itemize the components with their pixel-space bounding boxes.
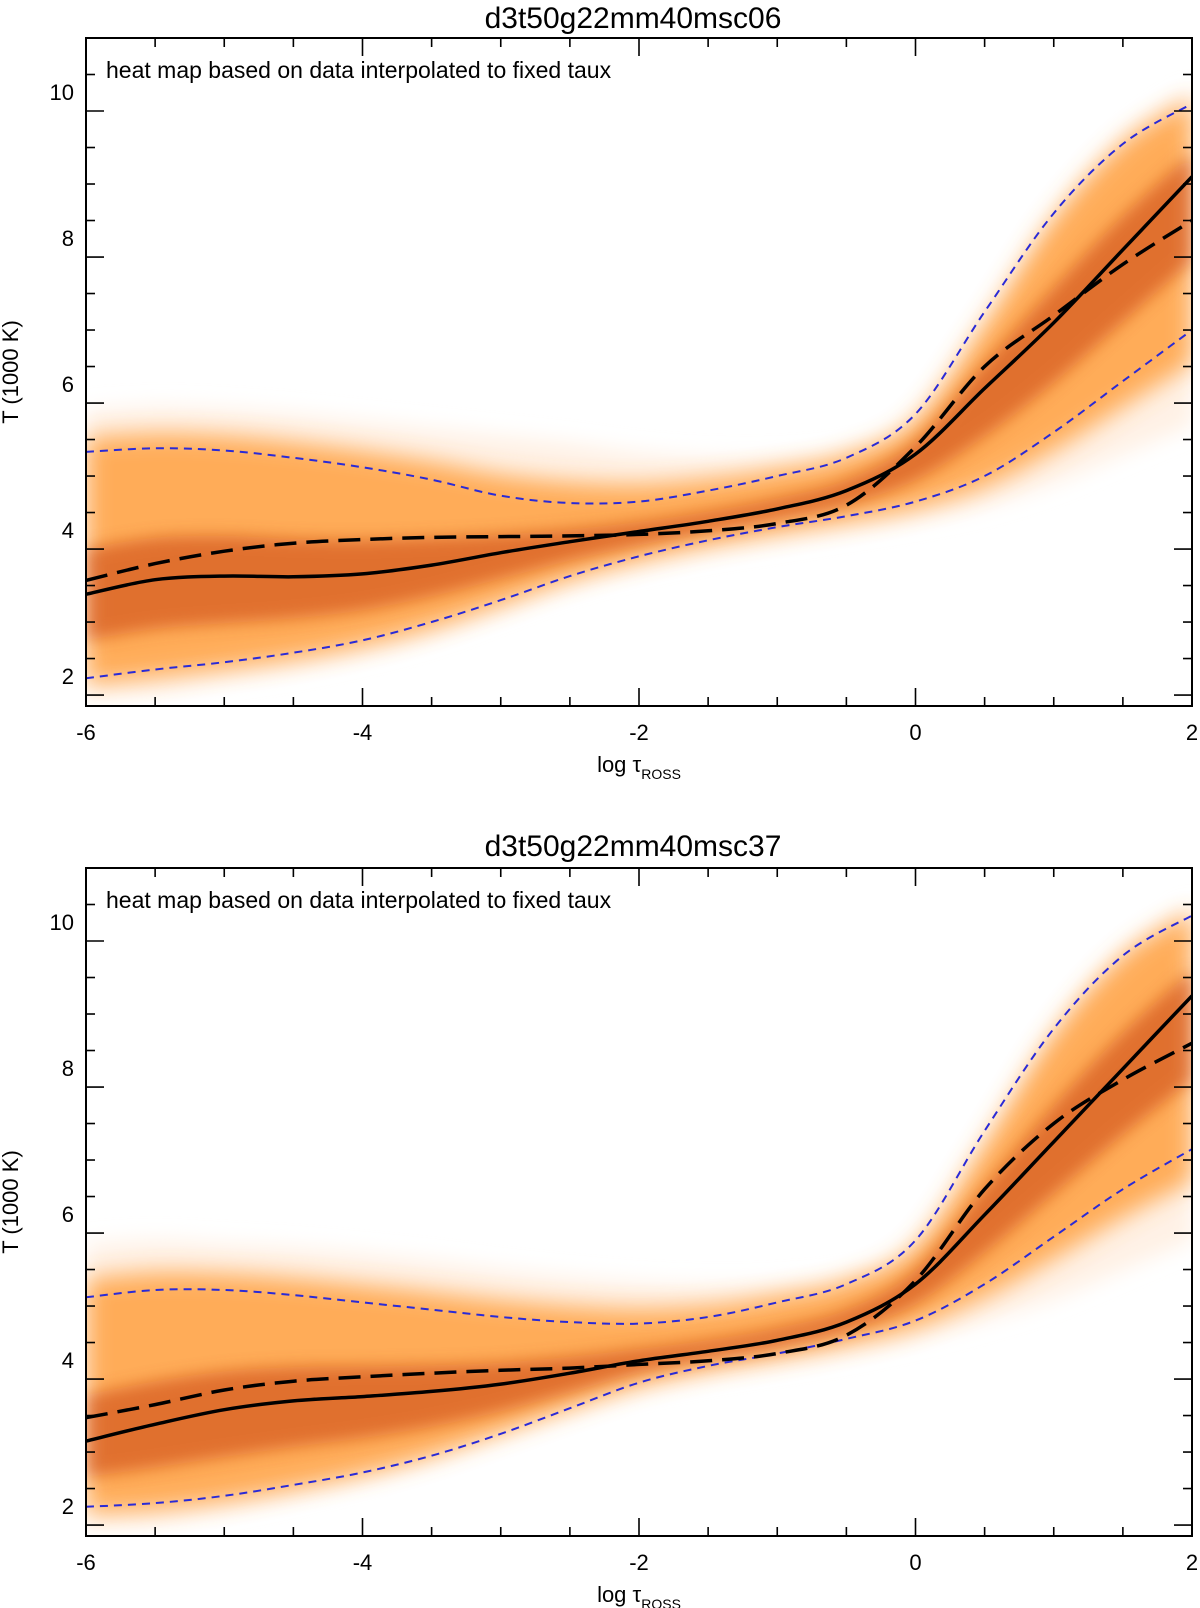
x-tick-label: -6 xyxy=(76,720,96,745)
x-tick-label: 0 xyxy=(909,1550,921,1575)
y-tick-label: 8 xyxy=(62,226,74,251)
chart-title: d3t50g22mm40msc06 xyxy=(485,2,782,35)
x-tick-label: 2 xyxy=(1186,1550,1198,1575)
heat-map xyxy=(86,89,1192,696)
reference-line xyxy=(86,219,1192,583)
x-tick-label: -4 xyxy=(353,720,373,745)
heat-map-body xyxy=(86,98,1192,685)
y-tick-label: 8 xyxy=(62,1056,74,1081)
plot-area: heat map based on data interpolated to f… xyxy=(0,867,1198,1608)
chart-panel-2: d3t50g22mm40msc37 heat map based on data… xyxy=(0,830,1198,1608)
y-tick-label: 4 xyxy=(62,1348,74,1373)
x-tick-label: 2 xyxy=(1186,720,1198,745)
heat-map-note: heat map based on data interpolated to f… xyxy=(106,57,612,83)
mean-line xyxy=(86,175,1192,597)
x-axis-title-subscript: ROSS xyxy=(641,1596,681,1608)
x-axis-title: log τROSS xyxy=(597,1582,681,1608)
x-tick-label: -6 xyxy=(76,1550,96,1575)
x-axis-title-subscript: ROSS xyxy=(641,766,681,782)
x-tick-label: 0 xyxy=(909,720,921,745)
y-tick-label: 6 xyxy=(62,1202,74,1227)
heat-map-core xyxy=(86,153,1192,641)
y-axis-title: T (1000 K) xyxy=(0,1150,23,1254)
y-tick-label: 10 xyxy=(50,910,74,935)
chart-title: d3t50g22mm40msc37 xyxy=(485,830,782,863)
y-tick-label: 2 xyxy=(62,1494,74,1519)
y-tick-label: 2 xyxy=(62,664,74,689)
y-tick-label: 4 xyxy=(62,518,74,543)
axis-ticks xyxy=(85,867,1193,1536)
y-tick-label: 10 xyxy=(50,80,74,105)
heat-map-core xyxy=(86,970,1192,1478)
plot-area: heat map based on data interpolated to f… xyxy=(0,37,1198,782)
x-tick-label: -2 xyxy=(629,720,649,745)
chart-panel-1: d3t50g22mm40msc06 heat map based on data… xyxy=(0,2,1198,782)
upper-envelope-line xyxy=(86,102,1192,505)
reference-line xyxy=(86,1041,1192,1420)
x-axis-title-main: log τ xyxy=(597,1582,641,1607)
x-tick-label: -4 xyxy=(353,1550,373,1575)
axis-ticks xyxy=(85,37,1193,706)
x-tick-label: -2 xyxy=(629,1550,649,1575)
y-axis-title: T (1000 K) xyxy=(0,320,23,424)
heat-map xyxy=(86,904,1192,1525)
x-axis-title-main: log τ xyxy=(597,752,641,777)
heat-map-note: heat map based on data interpolated to f… xyxy=(106,887,612,913)
heat-map-body xyxy=(86,911,1192,1514)
x-axis-title: log τROSS xyxy=(597,752,681,782)
lower-envelope-line xyxy=(86,1148,1192,1508)
upper-envelope-line xyxy=(86,914,1192,1325)
mean-line xyxy=(86,994,1192,1443)
y-tick-label: 6 xyxy=(62,372,74,397)
